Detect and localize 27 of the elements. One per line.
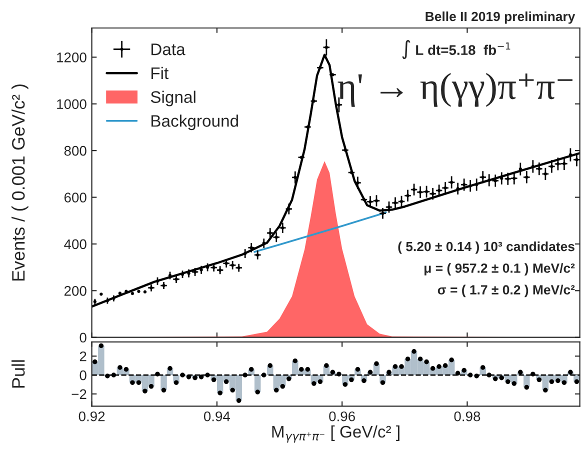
y-tick-label: 600: [64, 192, 86, 202]
y-tick-label: 0: [80, 370, 86, 380]
legend-label: Signal: [150, 90, 196, 106]
y-axis-title: Pull: [12, 360, 25, 388]
legend-label: Background: [152, 114, 238, 130]
x-tick-label: 0.98: [454, 411, 480, 422]
chart-title: Belle II 2019 preliminary: [426, 11, 576, 24]
annotation: ( 5.20 ± 0.14 ) 10³ candidates: [398, 242, 574, 254]
y-tick-label: 800: [64, 146, 86, 156]
annotation: ∫ L dt=5.18 fb$^{−1}$: [402, 40, 510, 60]
legend-label: Fit: [152, 66, 169, 80]
y-tick-label: −2: [72, 389, 86, 399]
y-tick-label: 2: [80, 351, 86, 362]
annotation: η' → η(γγ)π⁺π⁻: [338, 72, 572, 107]
legend-label: Data: [152, 44, 186, 56]
y-axis-title: Events / ( 0.001 GeV/c² ): [12, 84, 28, 281]
y-tick-label: 400: [64, 239, 86, 250]
x-tick-label: 0.92: [78, 411, 105, 422]
x-axis-title: M$_{γγπ⁺π⁻}$ [ GeV/c² ]: [272, 425, 400, 443]
annotation: μ = ( 957.2 ± 0.1 ) MeV/c²: [424, 263, 575, 276]
y-tick-label: 1000: [57, 99, 86, 110]
annotation: σ = ( 1.7 ± 0.2 ) MeV/c²: [438, 284, 575, 298]
y-tick-label: 1200: [57, 52, 86, 62]
x-tick-label: 0.96: [329, 411, 355, 422]
y-tick-label: 200: [64, 286, 86, 296]
x-tick-label: 0.94: [204, 411, 230, 422]
y-tick-label: 0: [80, 332, 86, 343]
